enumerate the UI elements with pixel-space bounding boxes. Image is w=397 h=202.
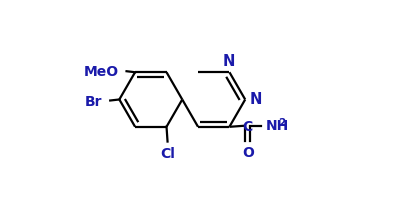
Text: N: N [222,54,235,69]
Text: MeO: MeO [84,65,119,79]
Text: 2: 2 [278,117,285,127]
Text: N: N [250,92,262,106]
Text: NH: NH [266,119,289,133]
Text: C: C [243,119,253,133]
Text: O: O [242,145,254,159]
Text: Cl: Cl [160,146,175,160]
Text: Br: Br [85,94,102,108]
